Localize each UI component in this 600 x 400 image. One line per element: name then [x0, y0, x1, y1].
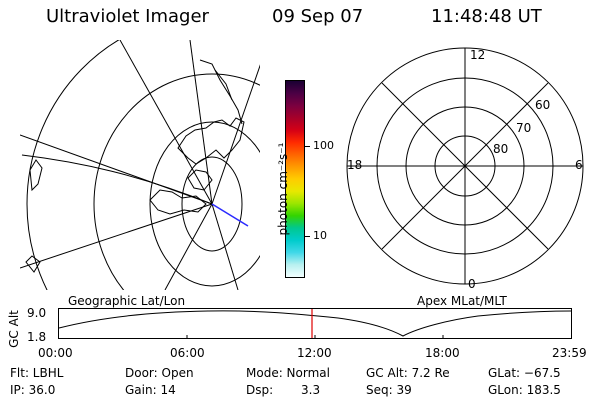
time-tick-0000: 00:00	[38, 346, 73, 360]
gain-field: Gain: 14	[125, 383, 176, 397]
apex-map-label: Apex MLat/MLT	[417, 294, 507, 308]
colorbar-tick-10: 10	[313, 229, 327, 242]
coastline	[149, 189, 207, 215]
lat-circle	[149, 121, 260, 287]
time-tick-1800: 18:00	[425, 346, 460, 360]
altitude-plot-frame	[58, 308, 572, 339]
lat-circle	[26, 40, 120, 290]
coastline	[177, 117, 245, 165]
coastline	[187, 169, 213, 191]
time-tick-2359: 23:59	[552, 346, 587, 360]
altitude-tick-high: 9.0	[27, 306, 47, 320]
colorbar-unit-label: photon cm⁻²s⁻¹	[276, 142, 290, 236]
meridian	[20, 134, 213, 205]
polar-mlt-plot: 12 18 6 0 60 70 80	[346, 47, 584, 291]
meridian	[119, 40, 213, 205]
geographic-map	[20, 40, 260, 290]
mlat-70-label: 70	[516, 121, 531, 135]
meridian	[211, 203, 239, 290]
mode-field: Mode: Normal	[246, 366, 330, 380]
mlt-0-label: 0	[468, 277, 476, 291]
lat-circle	[181, 156, 243, 252]
colorbar-tick-100: 100	[313, 139, 334, 152]
time-tick-0600: 06:00	[170, 346, 205, 360]
colorbar-tick	[304, 146, 310, 147]
intensity-colorbar	[285, 80, 305, 278]
date-label: 09 Sep 07	[272, 6, 364, 27]
door-field: Door: Open	[125, 366, 194, 380]
terminator-line	[21, 154, 213, 205]
meridian	[20, 203, 213, 269]
altitude-tick-low: 1.8	[27, 330, 47, 344]
mlat-60-label: 60	[535, 98, 550, 112]
altitude-axis-label: GC Alt	[7, 310, 21, 348]
lat-circle	[93, 73, 260, 290]
flt-field: Flt: LBHL	[10, 366, 64, 380]
mlt-18-label: 18	[347, 158, 362, 172]
coastline	[25, 255, 41, 273]
ip-field: IP: 36.0	[10, 383, 56, 397]
time-label: 11:48:48 UT	[431, 6, 542, 27]
meridian	[189, 40, 213, 205]
mlt-12-label: 12	[470, 48, 485, 62]
instrument-title: Ultraviolet Imager	[46, 6, 209, 27]
time-tick-1200: 12:00	[297, 346, 332, 360]
mlat-80-label: 80	[493, 142, 508, 156]
colorbar-tick	[304, 236, 310, 237]
glon-field: GLon: 183.5	[488, 383, 561, 397]
dsp-value: 3.3	[301, 383, 321, 397]
geographic-map-label: Geographic Lat/Lon	[68, 294, 186, 308]
coastline	[214, 69, 233, 101]
dsp-label: Dsp:	[246, 383, 274, 397]
meridian	[164, 203, 213, 290]
altitude-curve	[58, 310, 572, 337]
gc-alt-field: GC Alt: 7.2 Re	[366, 366, 450, 380]
coastline	[199, 59, 243, 125]
altitude-plot	[58, 308, 572, 339]
seq-field: Seq: 39	[366, 383, 412, 397]
glat-field: GLat: −67.5	[488, 366, 561, 380]
mlt-diagonal	[381, 82, 549, 250]
meridian	[211, 64, 260, 205]
coastline	[29, 159, 43, 192]
mlt-6-label: 6	[575, 158, 583, 172]
footprint-track	[211, 203, 249, 227]
